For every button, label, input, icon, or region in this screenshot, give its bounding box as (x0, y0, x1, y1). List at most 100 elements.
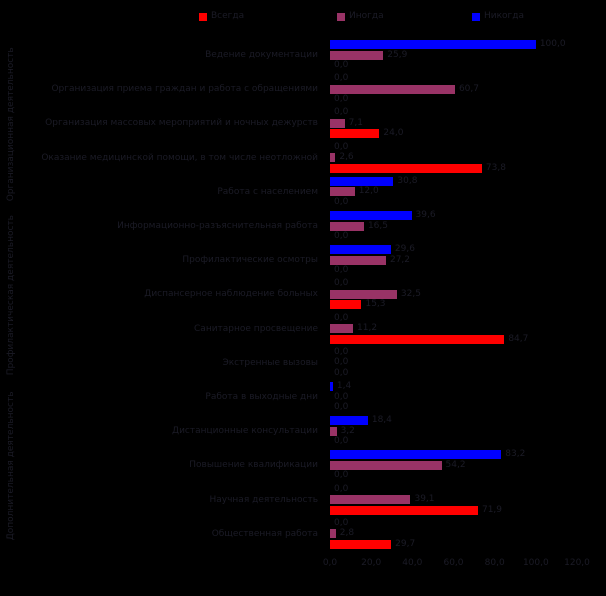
x-tick-0,0: 0,0 (322, 558, 338, 568)
value-label-always-row-6: 0,0 (334, 231, 349, 241)
bar-never-row-13 (330, 450, 502, 460)
bar-never-row-11 (330, 382, 333, 391)
bar-never-row-12 (330, 416, 368, 426)
value-label-sometimes-row-6: 16,5 (367, 220, 388, 231)
bar-always-row-14 (330, 505, 478, 515)
bar-sometimes-row-13 (330, 460, 442, 470)
bar-sometimes-row-3 (330, 118, 345, 128)
value-label-sometimes-row-12: 3,2 (340, 425, 355, 436)
category-label-row-15: Общественная работа (211, 528, 318, 539)
value-label-never-row-2: 0,0 (334, 73, 349, 84)
value-label-always-row-5: 0,0 (334, 196, 349, 207)
bar-sometimes-row-12 (330, 426, 337, 436)
bar-never-row-7 (330, 245, 391, 255)
x-tick-40,0: 40,0 (402, 558, 423, 568)
category-label-row-10: Экстренные вызовы (222, 357, 318, 368)
value-label-sometimes-row-9: 11,2 (357, 323, 378, 334)
legend-swatch-always-icon (199, 13, 207, 21)
value-label-always-row-14: 71,9 (481, 504, 503, 515)
bar-sometimes-row-2 (330, 84, 455, 94)
value-label-never-row-4: 0,0 (334, 141, 349, 152)
category-label-row-5: Работа с населением (217, 186, 318, 197)
group-label-3: Дополнительная деятельность (6, 391, 16, 541)
bar-always-row-9 (330, 334, 505, 344)
value-label-always-row-9: 84,7 (508, 333, 529, 344)
bar-sometimes-row-14 (330, 495, 411, 505)
bar-always-row-15 (330, 539, 392, 549)
value-label-never-row-12: 18,4 (371, 415, 392, 426)
category-label-row-8: Диспансерное наблюдение больных (144, 289, 318, 300)
bar-sometimes-row-1 (330, 50, 384, 60)
bar-sometimes-row-6 (330, 221, 364, 231)
bar-sometimes-row-15 (330, 529, 336, 539)
x-tick-100,0: 100,0 (522, 558, 549, 568)
value-label-always-row-2: 0,0 (334, 94, 349, 105)
value-label-sometimes-row-7: 27,2 (389, 254, 411, 265)
category-label-row-6: Информационно-разъяснительная работа (117, 221, 318, 231)
value-label-always-row-15: 29,7 (395, 538, 416, 549)
value-label-sometimes-row-14: 39,1 (414, 494, 435, 505)
group-label-1: Организационная деятельность (6, 47, 16, 202)
value-label-never-row-6: 39,6 (415, 210, 436, 220)
bar-always-row-3 (330, 129, 380, 139)
legend-swatch-never-icon (472, 13, 480, 21)
value-label-never-row-7: 29,6 (394, 244, 415, 255)
category-label-row-7: Профилактические осмотры (182, 255, 318, 266)
value-label-sometimes-row-11: 0,0 (334, 391, 349, 402)
bar-sometimes-row-4 (330, 153, 336, 163)
legend-swatch-sometimes-icon (337, 13, 345, 21)
bar-sometimes-row-5 (330, 187, 355, 197)
value-label-always-row-3: 24,0 (383, 128, 404, 139)
category-label-row-11: Работа в выходные дни (205, 392, 318, 402)
category-label-row-12: Дистанционные консультации (172, 426, 318, 437)
value-label-never-row-9: 0,0 (334, 312, 349, 323)
legend-label-sometimes: Иногда (349, 11, 384, 21)
value-label-never-row-1: 100,0 (539, 39, 566, 49)
category-label-row-4: Оказание медицинской помощи, в том числе… (41, 152, 318, 163)
value-label-sometimes-row-1: 25,9 (387, 49, 408, 60)
value-label-never-row-5: 30,8 (397, 175, 418, 186)
value-label-always-row-10: 0,0 (334, 367, 349, 378)
bar-sometimes-row-7 (330, 255, 386, 265)
bar-always-row-8 (330, 300, 362, 310)
value-label-never-row-8: 0,0 (334, 278, 349, 289)
category-label-row-3: Организация массовых мероприятий и ночны… (45, 118, 318, 129)
value-label-sometimes-row-5: 12,0 (358, 186, 379, 197)
value-label-always-row-12: 0,0 (334, 436, 349, 447)
value-label-always-row-1: 0,0 (334, 60, 349, 70)
value-label-sometimes-row-3: 7,1 (348, 117, 363, 128)
legend-label-always: Всегда (211, 11, 245, 21)
x-tick-120,0: 120,0 (564, 558, 590, 568)
value-label-always-row-8: 15,3 (365, 299, 386, 310)
x-tick-20,0: 20,0 (361, 558, 382, 568)
value-label-never-row-14: 0,0 (334, 483, 349, 494)
bar-sometimes-row-9 (330, 324, 354, 334)
category-label-row-2: Организация приема граждан и работа с об… (51, 84, 318, 95)
value-label-never-row-11: 1,4 (336, 381, 352, 391)
bar-sometimes-row-8 (330, 289, 397, 299)
value-label-always-row-11: 0,0 (334, 402, 349, 412)
bar-never-row-6 (330, 211, 412, 220)
value-label-always-row-13: 0,0 (334, 470, 349, 481)
value-label-sometimes-row-13: 54,2 (445, 459, 466, 470)
value-label-never-row-15: 0,0 (334, 517, 349, 528)
x-tick-80,0: 80,0 (484, 558, 505, 568)
category-label-row-9: Санитарное просвещение (194, 323, 318, 334)
value-label-never-row-3: 0,0 (334, 107, 349, 118)
bar-never-row-1 (330, 40, 536, 49)
group-label-2: Профилактическая деятельность (6, 215, 16, 376)
value-label-always-row-4: 73,8 (485, 162, 506, 173)
value-label-sometimes-row-4: 2,6 (339, 152, 354, 163)
value-label-sometimes-row-8: 32,5 (400, 288, 421, 299)
x-tick-60,0: 60,0 (443, 558, 464, 568)
bar-always-row-4 (330, 163, 482, 173)
value-label-never-row-10: 0,0 (334, 346, 349, 357)
category-label-row-1: Ведение документации (205, 50, 318, 60)
value-label-never-row-13: 83,2 (505, 449, 526, 460)
value-label-sometimes-row-10: 0,0 (334, 357, 349, 368)
value-label-sometimes-row-15: 2,8 (339, 528, 355, 539)
legend-label-never: Никогда (484, 11, 525, 21)
bar-never-row-5 (330, 176, 394, 186)
value-label-always-row-7: 0,0 (334, 265, 349, 276)
